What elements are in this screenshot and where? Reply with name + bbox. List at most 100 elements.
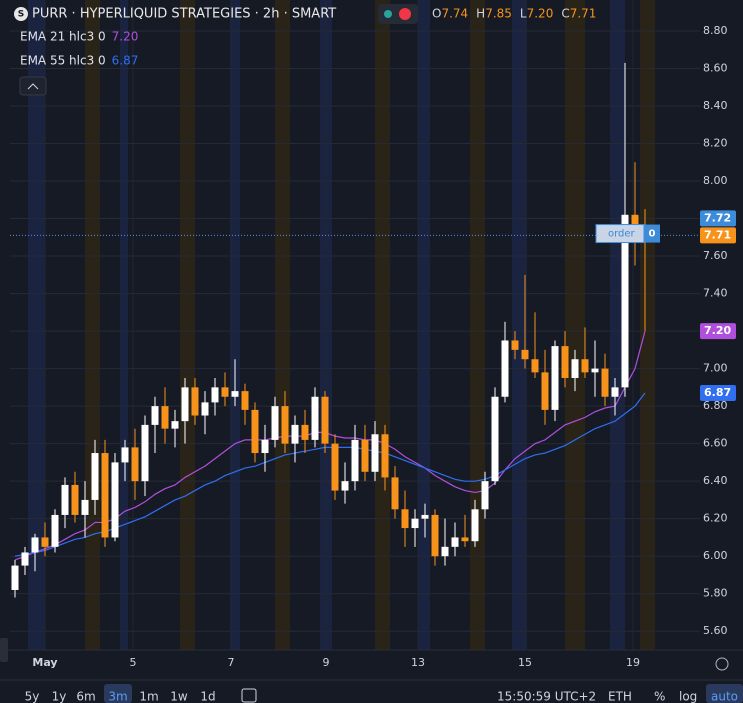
y-tick-label: 7.00 — [703, 362, 728, 375]
candle-body — [371, 434, 379, 472]
x-tick-label: 19 — [626, 656, 640, 669]
x-tick-label: 5 — [130, 656, 137, 669]
log-toggle[interactable]: log — [679, 690, 697, 703]
candle-body — [241, 391, 249, 410]
legend: EMA 21 hlc3 0 7.20 EMA 55 hlc3 0 6.87 — [20, 30, 138, 68]
chart-title[interactable]: PURR · HYPERLIQUID STRATEGIES · 2h · SMA… — [32, 7, 336, 22]
collapse-button[interactable] — [19, 76, 47, 96]
clock[interactable]: 15:50:59 UTC+2 — [497, 690, 596, 703]
candle-body — [581, 359, 589, 373]
x-tick-label: 9 — [323, 656, 330, 669]
candle-body — [231, 391, 239, 397]
candle-body — [271, 406, 279, 440]
session-band — [565, 0, 585, 650]
y-tick-label: 6.00 — [703, 549, 728, 562]
range-button[interactable]: 6m — [76, 690, 95, 703]
candle-body — [411, 518, 419, 529]
session-band — [230, 0, 240, 650]
y-tick-label: 7.60 — [703, 249, 728, 262]
candle-body — [301, 424, 309, 440]
legend-name[interactable]: EMA 55 hlc3 0 — [20, 54, 106, 68]
ohlc-key: C — [561, 7, 569, 21]
legend-value: 6.87 — [112, 54, 139, 68]
legend-value: 7.20 — [112, 30, 139, 44]
session-bands — [28, 0, 655, 650]
legend-name[interactable]: EMA 21 hlc3 0 — [20, 30, 106, 44]
candle-body — [481, 481, 489, 510]
candle-body — [151, 406, 159, 425]
auto-toggle[interactable]: auto — [711, 690, 738, 703]
candle-body — [191, 387, 199, 416]
y-tick-label: 5.80 — [703, 587, 728, 600]
ohlc-values: O 7.74 H 7.85 L 7.20 C 7.71 — [432, 7, 596, 21]
candle-body — [511, 340, 519, 350]
range-button[interactable]: 3m — [108, 690, 127, 703]
candle-body — [181, 387, 189, 422]
candle-body — [91, 453, 99, 500]
candle-body — [121, 447, 129, 463]
order-qty-box — [644, 224, 660, 243]
candle-body — [551, 346, 559, 410]
x-tick-label: 15 — [518, 656, 532, 669]
ema-line — [14, 330, 646, 561]
y-tick-label: 6.20 — [703, 512, 728, 525]
percent-toggle[interactable]: % — [654, 690, 665, 703]
candle-body — [331, 443, 339, 491]
range-button[interactable]: 5y — [25, 690, 40, 703]
price-badge-label: 6.87 — [704, 386, 731, 399]
currency[interactable]: ETH — [608, 690, 632, 703]
y-tick-label: 5.60 — [703, 624, 728, 637]
candle-body — [431, 514, 439, 557]
ohlc-value: 7.85 — [485, 7, 512, 21]
candle-body — [441, 546, 449, 557]
session-band — [85, 0, 100, 650]
candle-body — [531, 359, 539, 373]
y-tick-label: 8.00 — [703, 174, 728, 187]
candle-body — [391, 477, 399, 510]
y-tick-label: 8.60 — [703, 61, 728, 74]
candle-body — [321, 396, 329, 444]
candle-body — [631, 214, 639, 230]
ohlc-key: O — [432, 7, 441, 21]
candle-body — [291, 424, 299, 444]
candle-body — [421, 514, 429, 519]
candle-body — [541, 372, 549, 410]
session-band — [512, 0, 527, 650]
ohlc-key: H — [476, 7, 485, 21]
side-handle[interactable] — [0, 638, 8, 662]
ohlc-value: 7.20 — [527, 7, 554, 21]
y-tick-label: 6.40 — [703, 474, 728, 487]
candle-body — [561, 346, 569, 378]
range-button[interactable]: 1d — [200, 690, 215, 703]
candle-body — [491, 396, 499, 482]
y-tick-label: 8.40 — [703, 99, 728, 112]
y-tick-label: 6.60 — [703, 437, 728, 450]
candle-body — [141, 424, 149, 482]
range-button[interactable]: 1m — [139, 690, 158, 703]
y-tick-label: 7.40 — [703, 287, 728, 300]
calendar-icon[interactable] — [241, 688, 257, 703]
ohlc-value: 7.74 — [441, 7, 468, 21]
range-button[interactable]: 1y — [52, 690, 67, 703]
candle-body — [161, 406, 169, 429]
candle-body — [471, 509, 479, 542]
candle-body — [61, 484, 69, 515]
candle-body — [521, 349, 529, 360]
candle-body — [201, 402, 209, 416]
settings-icon[interactable] — [715, 657, 729, 671]
order-label: order — [608, 229, 636, 240]
symbol-icon — [14, 7, 28, 21]
price-badge-label: 7.71 — [704, 228, 731, 241]
candle-body — [501, 340, 509, 397]
collapse-icon — [27, 83, 39, 90]
candle-body — [401, 509, 409, 529]
candle-body — [451, 537, 459, 547]
symbol-icon-letter: S — [18, 10, 24, 20]
x-tick-label: 13 — [411, 656, 425, 669]
range-button[interactable]: 1w — [170, 690, 188, 703]
session-band — [180, 0, 195, 650]
candle-body — [41, 537, 49, 547]
price-badge — [700, 323, 736, 340]
